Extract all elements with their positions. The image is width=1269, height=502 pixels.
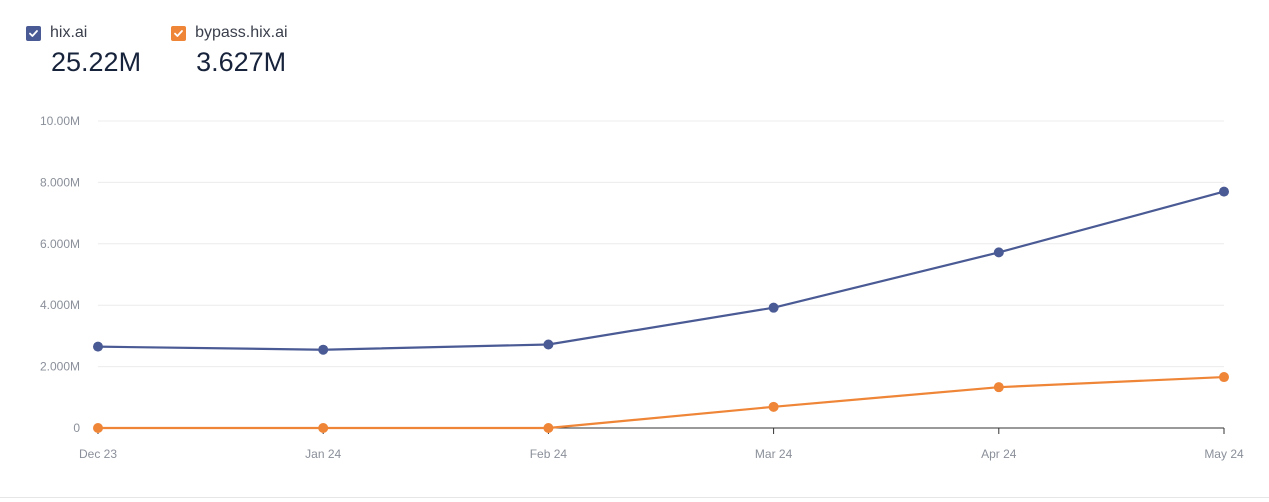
- y-tick-label: 0: [73, 421, 80, 435]
- data-point: [543, 423, 554, 433]
- y-tick-label: 2.000M: [40, 360, 80, 374]
- x-tick-label: Apr 24: [981, 447, 1017, 461]
- data-point: [768, 302, 779, 313]
- legend-total-value: 25.22M: [51, 47, 142, 77]
- data-point: [318, 423, 329, 433]
- legend-item-bypass-hix-ai[interactable]: bypass.hix.ai 3.627M: [171, 22, 288, 78]
- checkbox-checked-icon[interactable]: [26, 25, 41, 41]
- x-tick-label: Jan 24: [305, 447, 341, 461]
- x-tick-label: Dec 23: [79, 447, 117, 461]
- series-line-0: [97, 190, 1225, 351]
- data-point: [318, 344, 329, 355]
- y-tick-label: 4.000M: [40, 298, 80, 312]
- y-tick-label: 8.000M: [40, 175, 80, 189]
- data-point: [93, 341, 103, 352]
- data-point: [768, 401, 779, 412]
- data-point: [543, 339, 554, 350]
- series-line-1: [98, 375, 1225, 430]
- data-point: [993, 247, 1004, 258]
- checkbox-checked-icon[interactable]: [171, 25, 187, 41]
- legend-label: bypass.hix.ai: [195, 24, 288, 41]
- y-tick-label: 10.00M: [40, 114, 80, 128]
- x-tick-label: Feb 24: [530, 447, 568, 461]
- y-tick-label: 6.000M: [40, 237, 80, 251]
- data-point: [93, 423, 103, 433]
- bottom-divider: [0, 497, 1269, 498]
- chart-legend: hix.ai 25.22M bypass.hix.ai 3.627M: [26, 22, 288, 78]
- data-point: [993, 382, 1004, 393]
- legend-item-hix-ai[interactable]: hix.ai 25.22M: [26, 22, 141, 78]
- x-tick-label: Mar 24: [755, 447, 793, 461]
- data-point: [1219, 372, 1229, 383]
- legend-label: hix.ai: [50, 24, 88, 41]
- data-point: [1219, 186, 1229, 197]
- legend-total-value: 3.627M: [196, 47, 287, 77]
- x-tick-label: May 24: [1204, 447, 1244, 461]
